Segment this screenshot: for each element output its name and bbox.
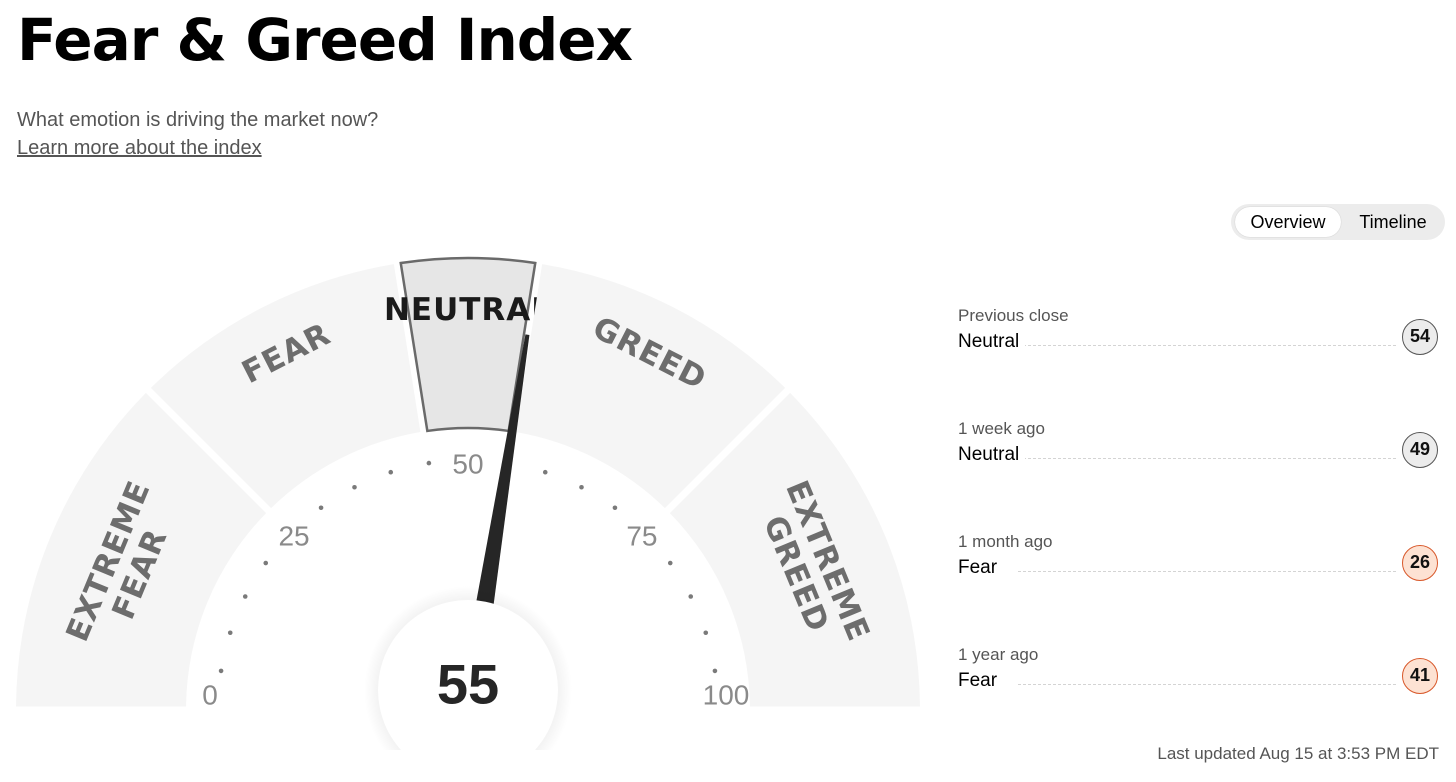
- gauge-tick-dot: [612, 505, 618, 511]
- gauge-tick-dot: [318, 505, 324, 511]
- history-score-badge: 26: [1402, 545, 1438, 581]
- gauge-tick-dot: [579, 484, 584, 490]
- gauge-needle: [467, 334, 530, 653]
- history-row-1-month-ago: 1 month ago Fear 26: [958, 532, 1440, 602]
- leader-dots: [1018, 458, 1396, 459]
- gauge-tick-dot: [242, 594, 248, 599]
- gauge-zone-extreme-greed: [669, 392, 920, 707]
- history-label: Previous close: [958, 306, 1069, 325]
- gauge-tick-dot: [712, 668, 718, 674]
- gauge-tick-label: 25: [278, 521, 309, 552]
- leader-dots: [1018, 571, 1396, 572]
- gauge-current-value: 55: [437, 653, 499, 716]
- tab-overview[interactable]: Overview: [1235, 207, 1341, 237]
- history-label: 1 week ago: [958, 419, 1045, 438]
- gauge-tick-dot: [218, 668, 224, 674]
- gauge-tick-dot: [227, 630, 233, 636]
- gauge-zone-label: NEUTRAL: [384, 292, 552, 328]
- history-score-badge: 49: [1402, 432, 1438, 468]
- history-label: 1 month ago: [958, 532, 1053, 551]
- gauge-tick-dot: [388, 469, 394, 475]
- gauge-zone-fear: [150, 264, 421, 509]
- gauge-zone-extreme-fear: [16, 392, 267, 707]
- view-toggle: Overview Timeline: [1231, 204, 1445, 240]
- leader-dots: [1018, 345, 1396, 346]
- gauge-tick-dot: [542, 469, 548, 475]
- tab-timeline[interactable]: Timeline: [1359, 212, 1427, 232]
- gauge-tick-label: 75: [626, 521, 657, 552]
- gauge-tick-label: 50: [452, 449, 483, 480]
- history-score-badge: 41: [1402, 658, 1438, 694]
- gauge-tick-dot: [703, 630, 709, 636]
- gauge-tick-dot: [688, 594, 694, 599]
- history-row-1-year-ago: 1 year ago Fear 41: [958, 645, 1440, 715]
- history-row-1-week-ago: 1 week ago Neutral 49: [958, 419, 1440, 489]
- gauge-zone-greed: [515, 264, 786, 509]
- history-label: 1 year ago: [958, 645, 1039, 664]
- gauge-tick-dot: [426, 460, 432, 466]
- history-rating: Neutral: [958, 443, 1026, 467]
- history-row-previous-close: Previous close Neutral 54: [958, 306, 1440, 376]
- history-rating: Fear: [958, 556, 1004, 580]
- gauge-tick-label: 0: [202, 680, 218, 711]
- gauge-hub: [378, 600, 558, 750]
- history-rating: Neutral: [958, 330, 1026, 354]
- learn-more-link[interactable]: Learn more about the index: [17, 137, 262, 159]
- gauge-zone-neutral: [399, 256, 537, 433]
- gauge-tick-dot: [667, 560, 673, 566]
- history-rating: Fear: [958, 669, 1004, 693]
- gauge-tick-dot: [352, 484, 357, 490]
- gauge-tick-label: 100: [703, 680, 750, 711]
- history-score-badge: 54: [1402, 319, 1438, 355]
- page-subtitle: What emotion is driving the market now?: [17, 109, 379, 131]
- gauge-tick-dot: [263, 560, 269, 566]
- page-title: Fear & Greed Index: [17, 6, 633, 74]
- leader-dots: [1018, 684, 1396, 685]
- last-updated: Last updated Aug 15 at 3:53 PM EDT: [1157, 744, 1439, 763]
